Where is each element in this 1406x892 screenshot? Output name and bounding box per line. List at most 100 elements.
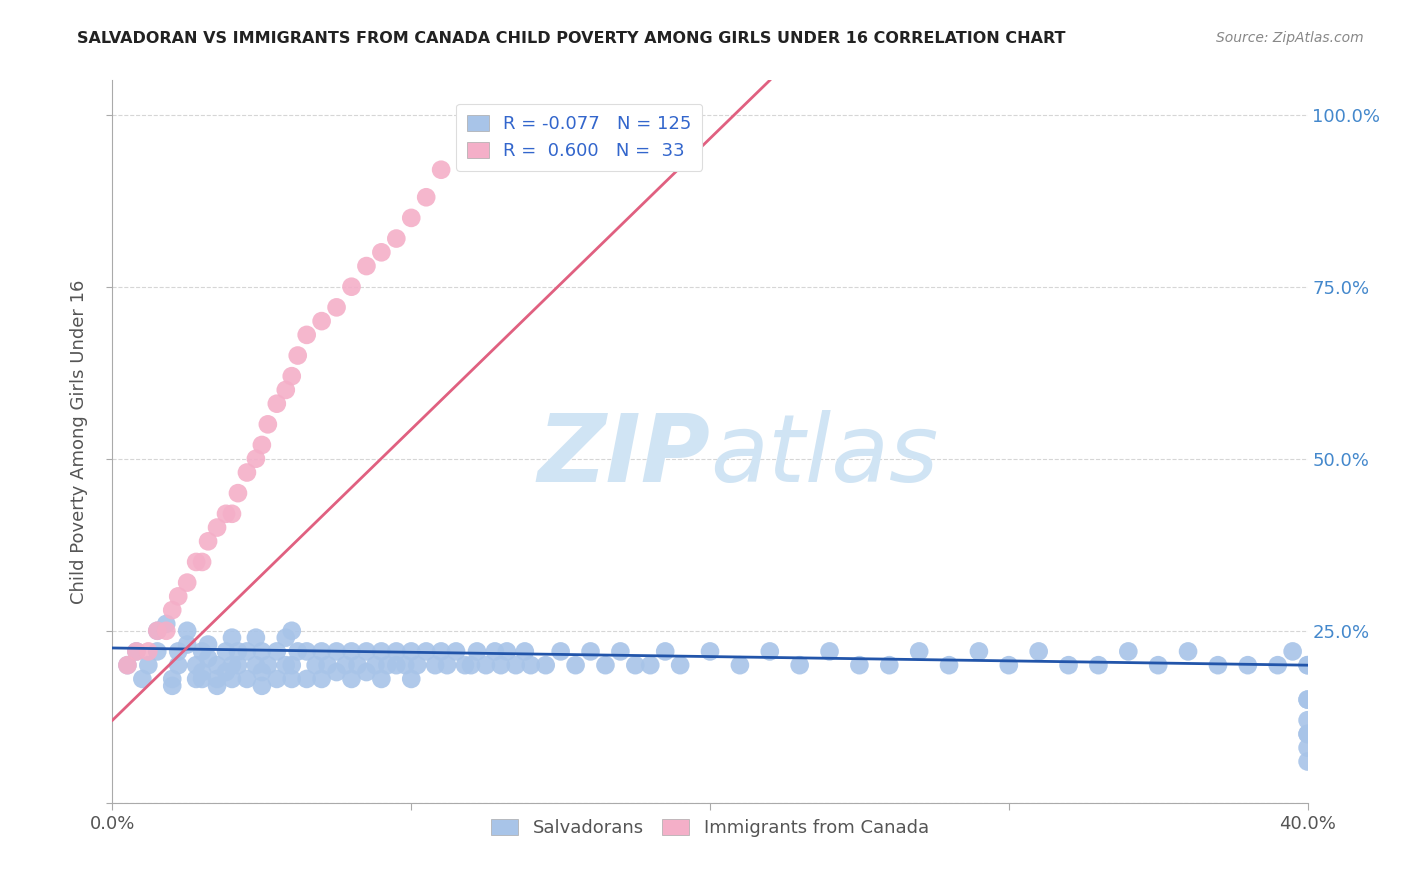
Point bbox=[125, 644, 148, 658]
Point bbox=[624, 658, 647, 673]
Point bbox=[226, 486, 249, 500]
Point bbox=[454, 658, 477, 673]
Point bbox=[1296, 755, 1319, 769]
Point bbox=[377, 658, 399, 673]
Point bbox=[356, 259, 378, 273]
Text: SALVADORAN VS IMMIGRANTS FROM CANADA CHILD POVERTY AMONG GIRLS UNDER 16 CORRELAT: SALVADORAN VS IMMIGRANTS FROM CANADA CHI… bbox=[77, 31, 1066, 46]
Point bbox=[340, 672, 363, 686]
Point bbox=[325, 301, 347, 315]
Point bbox=[295, 644, 318, 658]
Point bbox=[579, 644, 602, 658]
Point bbox=[215, 507, 238, 521]
Point bbox=[938, 658, 960, 673]
Point bbox=[1087, 658, 1109, 673]
Point bbox=[245, 631, 267, 645]
Point bbox=[295, 327, 318, 342]
Text: atlas: atlas bbox=[710, 410, 938, 501]
Point bbox=[465, 644, 488, 658]
Point bbox=[1296, 658, 1319, 673]
Point bbox=[274, 383, 297, 397]
Point bbox=[513, 644, 536, 658]
Point bbox=[640, 658, 662, 673]
Point bbox=[167, 644, 190, 658]
Point bbox=[385, 658, 408, 673]
Point bbox=[281, 624, 304, 638]
Point bbox=[245, 451, 267, 466]
Point bbox=[789, 658, 811, 673]
Point bbox=[266, 672, 288, 686]
Point bbox=[356, 644, 378, 658]
Point bbox=[759, 644, 782, 658]
Point bbox=[534, 658, 557, 673]
Point bbox=[138, 644, 160, 658]
Text: Source: ZipAtlas.com: Source: ZipAtlas.com bbox=[1216, 31, 1364, 45]
Point bbox=[176, 575, 198, 590]
Point bbox=[311, 314, 333, 328]
Point bbox=[226, 644, 249, 658]
Point bbox=[848, 658, 870, 673]
Point bbox=[1296, 727, 1319, 741]
Point bbox=[205, 679, 228, 693]
Point bbox=[186, 658, 208, 673]
Point bbox=[1237, 658, 1260, 673]
Point bbox=[176, 638, 198, 652]
Point bbox=[415, 190, 437, 204]
Point bbox=[415, 644, 437, 658]
Point bbox=[609, 644, 631, 658]
Point bbox=[274, 631, 297, 645]
Point bbox=[967, 644, 990, 658]
Y-axis label: Child Poverty Among Girls Under 16: Child Poverty Among Girls Under 16 bbox=[70, 279, 89, 604]
Point bbox=[146, 624, 169, 638]
Point bbox=[131, 672, 153, 686]
Point bbox=[496, 644, 519, 658]
Legend: Salvadorans, Immigrants from Canada: Salvadorans, Immigrants from Canada bbox=[484, 812, 936, 845]
Point bbox=[215, 665, 238, 679]
Point bbox=[257, 658, 280, 673]
Point bbox=[425, 658, 447, 673]
Point bbox=[274, 658, 297, 673]
Point bbox=[176, 624, 198, 638]
Point bbox=[197, 534, 219, 549]
Point bbox=[460, 658, 482, 673]
Point bbox=[295, 672, 318, 686]
Point bbox=[1267, 658, 1289, 673]
Point bbox=[1177, 644, 1199, 658]
Point bbox=[1118, 644, 1140, 658]
Point bbox=[1281, 644, 1303, 658]
Point bbox=[146, 624, 169, 638]
Point bbox=[281, 658, 304, 673]
Point bbox=[818, 644, 841, 658]
Point bbox=[595, 658, 617, 673]
Point bbox=[356, 665, 378, 679]
Point bbox=[191, 672, 214, 686]
Point bbox=[236, 466, 259, 480]
Point bbox=[401, 644, 423, 658]
Point bbox=[430, 162, 453, 177]
Point bbox=[1057, 658, 1080, 673]
Point bbox=[191, 555, 214, 569]
Point bbox=[311, 672, 333, 686]
Point bbox=[1206, 658, 1229, 673]
Point bbox=[401, 672, 423, 686]
Point bbox=[908, 644, 931, 658]
Point bbox=[226, 658, 249, 673]
Point bbox=[335, 658, 357, 673]
Point bbox=[125, 644, 148, 658]
Point bbox=[287, 644, 309, 658]
Point bbox=[186, 555, 208, 569]
Point bbox=[430, 644, 453, 658]
Point bbox=[191, 644, 214, 658]
Point bbox=[287, 349, 309, 363]
Point bbox=[221, 631, 243, 645]
Point bbox=[205, 658, 228, 673]
Point bbox=[162, 679, 183, 693]
Point bbox=[162, 603, 183, 617]
Point bbox=[444, 644, 467, 658]
Point bbox=[215, 644, 238, 658]
Point bbox=[699, 644, 721, 658]
Point bbox=[117, 658, 139, 673]
Point bbox=[155, 616, 177, 631]
Point bbox=[1147, 658, 1170, 673]
Point bbox=[1296, 727, 1319, 741]
Point bbox=[162, 672, 183, 686]
